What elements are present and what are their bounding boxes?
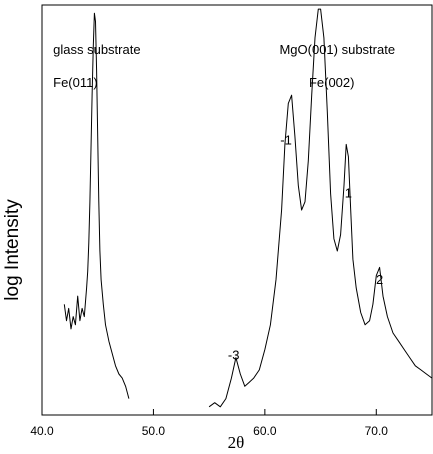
series-line-2	[208, 8, 433, 408]
x-axis-label: 2θ	[228, 433, 245, 452]
annotation-label: -1	[280, 132, 292, 147]
y-axis-label: log Intensity	[2, 199, 23, 301]
peak-annotations: glass substrate Fe(011) MgO(001) substrate…	[53, 42, 395, 362]
x-ticks: 40.0 50.0 60.0 70.0	[30, 409, 388, 438]
annotation-label: MgO(001) substrate	[279, 42, 395, 57]
series-lines	[63, 8, 433, 408]
annotation-label: 2	[376, 272, 383, 287]
plot-frame	[41, 4, 433, 416]
x-tick-label: 50.0	[142, 424, 166, 438]
annotation-label: -3	[228, 348, 240, 363]
annotation-label: glass substrate	[53, 42, 140, 57]
x-tick-label: 40.0	[30, 424, 54, 438]
annotation-label: Fe(011)	[53, 75, 98, 90]
x-tick-label: 60.0	[253, 424, 277, 438]
series-line-1	[63, 12, 130, 399]
x-tick-label: 70.0	[365, 424, 389, 438]
annotation-label: Fe(002)	[309, 75, 355, 90]
annotation-label: 1	[345, 186, 352, 201]
